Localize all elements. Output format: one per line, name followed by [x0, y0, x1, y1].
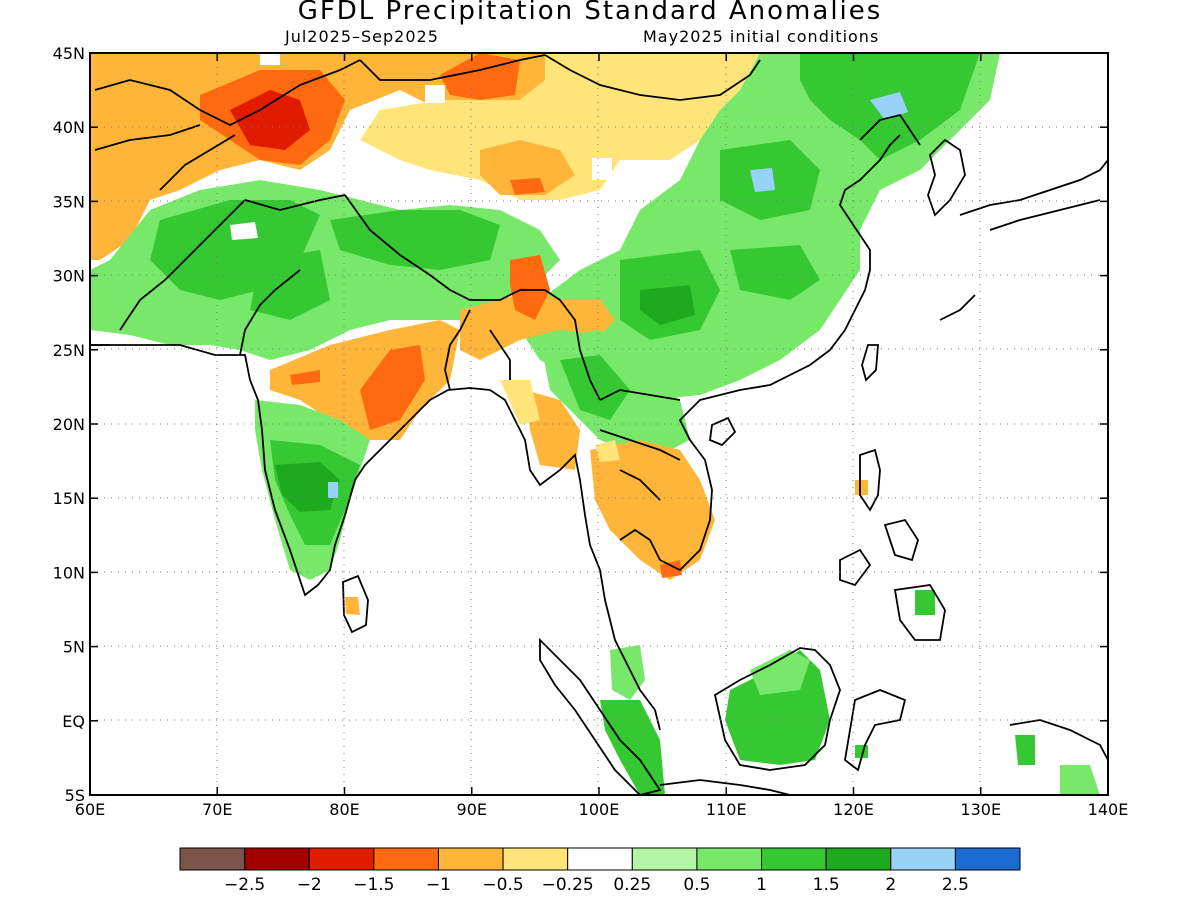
grid-lines — [90, 53, 1108, 795]
y-tick-label: 20N — [53, 415, 85, 434]
y-tick-label: 35N — [53, 192, 85, 211]
map-title: GFDL Precipitation Standard Anomalies — [297, 0, 883, 26]
y-tick-label: 40N — [53, 118, 85, 137]
y-tick-label: 25N — [53, 341, 85, 360]
legend-swatch — [179, 847, 246, 871]
legend-swatch — [825, 847, 892, 871]
y-tick-label: 10N — [53, 563, 85, 582]
y-tick-label: 45N — [53, 44, 85, 63]
y-tick-label: 5N — [63, 638, 85, 657]
legend-label: 2 — [885, 875, 896, 895]
legend-swatch — [954, 847, 1021, 871]
y-tick-label: 15N — [53, 489, 85, 508]
x-tick-label: 100E — [579, 800, 620, 819]
legend-swatch — [502, 847, 569, 871]
legend-swatch — [308, 847, 375, 871]
legend-label: 0.5 — [683, 875, 710, 895]
legend-swatch — [373, 847, 439, 871]
initial-conditions: May2025 initial conditions — [643, 27, 880, 46]
legend-label: −0.5 — [482, 875, 523, 895]
legend-swatch — [244, 847, 310, 871]
legend-swatch — [437, 847, 504, 871]
x-tick-label: 60E — [75, 800, 105, 819]
forecast-period: Jul2025–Sep2025 — [285, 27, 439, 46]
legend-label: −2 — [297, 875, 322, 895]
legend-label: −2.5 — [224, 875, 265, 895]
legend-swatch — [696, 847, 763, 871]
y-tick-label: 5S — [65, 786, 85, 805]
x-tick-label: 90E — [457, 800, 487, 819]
legend-label: −0.25 — [542, 875, 594, 895]
axes: 60E 70E 80E 90E 100E 110E 120E 130E 140E 45N 40N 35… — [53, 44, 1129, 819]
x-tick-label: 120E — [833, 800, 874, 819]
legend-label: 2.5 — [942, 875, 969, 895]
legend-swatch — [631, 847, 698, 871]
x-tick-label: 110E — [706, 800, 747, 819]
y-tick-label: EQ — [62, 712, 85, 731]
legend-label: −1.5 — [353, 875, 394, 895]
x-tick-label: 130E — [960, 800, 1001, 819]
x-tick-label: 140E — [1088, 800, 1129, 819]
legend-label: 1.5 — [813, 875, 840, 895]
legend-label: −1 — [426, 875, 451, 895]
legend-label: 1 — [756, 875, 767, 895]
color-legend: −2.5 −2 −1.5 −1 −0.5 −0.25 0.25 0.5 1 1.5 2 2.5 — [179, 847, 1021, 895]
y-tick-label: 30N — [53, 267, 85, 286]
legend-swatch — [890, 847, 956, 871]
legend-label: 0.25 — [613, 875, 651, 895]
x-tick-label: 80E — [329, 800, 359, 819]
coastlines-and-borders — [90, 54, 1108, 795]
x-tick-label: 70E — [202, 800, 232, 819]
dry-region-indochina — [590, 440, 715, 580]
legend-swatch — [567, 847, 633, 871]
legend-swatch — [761, 847, 827, 871]
anomaly-field — [90, 53, 1108, 795]
